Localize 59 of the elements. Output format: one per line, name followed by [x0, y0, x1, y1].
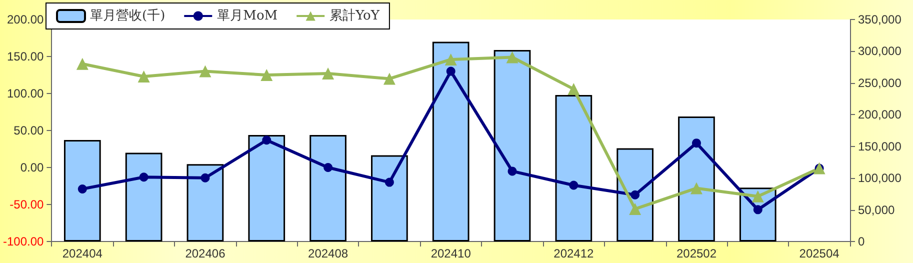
point — [444, 53, 457, 66]
legend-label: 累計YoY — [330, 8, 380, 24]
bar — [371, 155, 408, 242]
y-tick-label: 0.00 — [20, 160, 44, 174]
y-tick-label: 50.00 — [14, 124, 44, 138]
y2-tick-label: 250,000 — [858, 76, 902, 90]
point — [629, 202, 642, 215]
point — [752, 190, 764, 202]
point — [260, 69, 273, 81]
bar — [432, 42, 470, 242]
point — [139, 172, 148, 182]
point — [262, 136, 272, 145]
y2-tick-label: 0 — [858, 234, 865, 248]
x-tick-label: 202410 — [430, 246, 472, 260]
point — [508, 166, 517, 176]
bar — [64, 140, 101, 242]
point — [446, 66, 456, 76]
y2-tick-label: 150,000 — [858, 139, 902, 154]
x-tick-label: 202412 — [554, 246, 594, 260]
y2-tick-label: 50,000 — [858, 202, 896, 217]
point — [506, 51, 518, 64]
y-tick-label: 200.00 — [6, 12, 44, 26]
y2-tick-label: 100,000 — [858, 171, 902, 186]
y2-tick-label: 300,000 — [858, 44, 902, 58]
bar — [678, 116, 715, 242]
point — [568, 83, 580, 96]
point — [692, 138, 701, 148]
bar — [310, 134, 346, 242]
bar — [248, 134, 286, 242]
x-tick-label: 202504 — [799, 246, 840, 260]
point — [76, 58, 88, 70]
point — [199, 65, 212, 78]
point — [322, 68, 334, 80]
legend-label: 單月營收(千) — [90, 8, 166, 24]
y-tick-label: 100.00 — [6, 86, 44, 100]
bar — [494, 50, 531, 242]
point — [200, 173, 210, 182]
bar — [555, 94, 592, 242]
x-tick-label: 202406 — [185, 246, 226, 260]
point — [383, 72, 396, 85]
point — [78, 184, 87, 194]
y2-tick-label: 200,000 — [858, 108, 902, 122]
x-tick-label: 202404 — [62, 246, 103, 260]
point — [690, 182, 702, 194]
y-tick-label: 150.00 — [6, 50, 44, 64]
bar — [186, 164, 224, 242]
y-tick-label: -50.00 — [10, 198, 44, 212]
point — [569, 180, 578, 190]
x-tick-label: 202408 — [308, 246, 348, 260]
x-tick-label: 202502 — [676, 246, 717, 260]
legend-label: 單月MoM — [217, 8, 278, 24]
point — [630, 190, 640, 200]
point — [138, 70, 150, 82]
y-tick-label: -100.00 — [2, 234, 44, 248]
bar — [125, 152, 162, 242]
point — [384, 178, 394, 187]
point — [324, 163, 333, 172]
point — [753, 205, 762, 214]
y2-tick-label: 350,000 — [858, 12, 902, 26]
